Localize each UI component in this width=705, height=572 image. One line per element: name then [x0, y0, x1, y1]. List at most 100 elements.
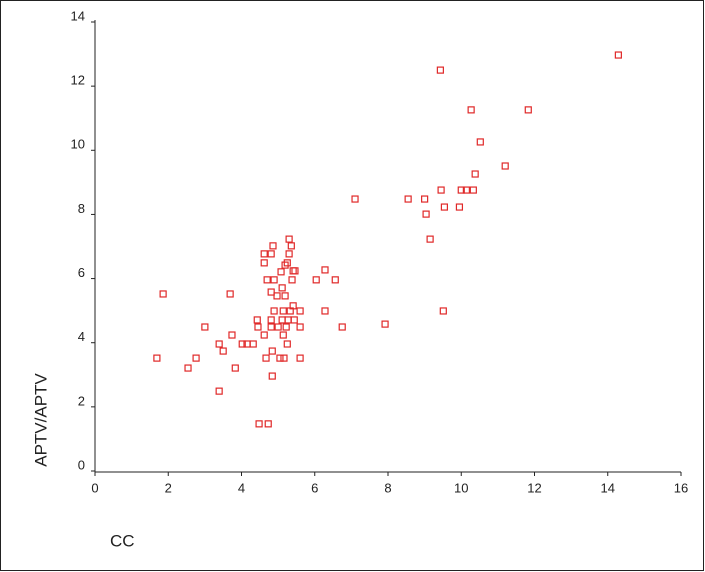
point [226, 290, 234, 298]
point [215, 340, 223, 348]
point [404, 195, 412, 203]
point [280, 354, 288, 362]
x-tick-label: 6 [311, 480, 318, 495]
point [277, 268, 285, 276]
point [296, 323, 304, 331]
point [281, 261, 289, 269]
point [285, 235, 293, 243]
point [276, 354, 284, 362]
point [290, 316, 298, 324]
point [437, 186, 445, 194]
x-tick-label: 16 [674, 480, 688, 495]
point [270, 307, 278, 315]
point [321, 266, 329, 274]
point [312, 276, 320, 284]
point [501, 162, 509, 170]
point [282, 323, 290, 331]
point [238, 340, 246, 348]
y-tick-label: 0 [78, 457, 85, 472]
point [267, 288, 275, 296]
y-tick-label: 6 [78, 265, 85, 280]
x-axis-label: CC [110, 531, 135, 550]
point [267, 323, 275, 331]
point [262, 354, 270, 362]
x-tick-label: 14 [601, 480, 615, 495]
point [321, 307, 329, 315]
point [273, 292, 281, 300]
point [274, 323, 282, 331]
point [231, 364, 239, 372]
point [267, 250, 275, 258]
point [249, 340, 257, 348]
point [288, 276, 296, 284]
point [287, 242, 295, 250]
point [439, 307, 447, 315]
point [457, 186, 465, 194]
point [192, 354, 200, 362]
point [421, 195, 429, 203]
point [279, 307, 287, 315]
x-tick-label: 10 [454, 480, 468, 495]
point [270, 276, 278, 284]
point [469, 186, 477, 194]
point [260, 250, 268, 258]
point [268, 372, 276, 380]
point [253, 316, 261, 324]
point [422, 210, 430, 218]
point [283, 340, 291, 348]
x-tick-label: 12 [527, 480, 541, 495]
point [184, 364, 192, 372]
point [278, 284, 286, 292]
y-tick-label: 10 [71, 137, 85, 152]
point [455, 203, 464, 211]
point [264, 420, 272, 428]
point [462, 186, 470, 194]
point [351, 195, 359, 203]
point [426, 235, 434, 243]
point [467, 106, 475, 114]
point [291, 267, 299, 275]
y-tick-label: 8 [78, 201, 85, 216]
point [215, 387, 223, 395]
point [285, 250, 293, 258]
point [296, 354, 304, 362]
y-tick-label: 2 [78, 393, 85, 408]
point [338, 323, 346, 331]
point [228, 331, 236, 339]
point [269, 242, 277, 250]
point [524, 106, 532, 114]
point [254, 323, 262, 331]
point [440, 203, 449, 211]
point [159, 290, 167, 298]
point [219, 347, 227, 355]
y-tick-label: 14 [71, 8, 85, 23]
point [471, 170, 479, 178]
point [436, 66, 444, 74]
point [614, 51, 622, 59]
point [267, 316, 275, 324]
point [153, 354, 161, 362]
point [260, 331, 268, 339]
point [281, 292, 289, 300]
point [260, 259, 268, 267]
point [201, 323, 209, 331]
point [476, 138, 484, 146]
y-axis-label: APTV/APTV [31, 373, 50, 467]
x-tick-label: 4 [238, 480, 245, 495]
point [263, 276, 271, 284]
point [381, 320, 389, 328]
x-tick-label: 0 [91, 480, 98, 495]
point [255, 420, 263, 428]
point [331, 276, 339, 284]
x-tick-label: 2 [165, 480, 172, 495]
x-tick-label: 8 [384, 480, 391, 495]
y-tick-label: 12 [71, 73, 85, 88]
point [279, 331, 287, 339]
y-tick-label: 4 [78, 329, 85, 344]
point [289, 302, 297, 310]
point [296, 307, 304, 315]
point [268, 347, 276, 355]
point [283, 259, 291, 267]
